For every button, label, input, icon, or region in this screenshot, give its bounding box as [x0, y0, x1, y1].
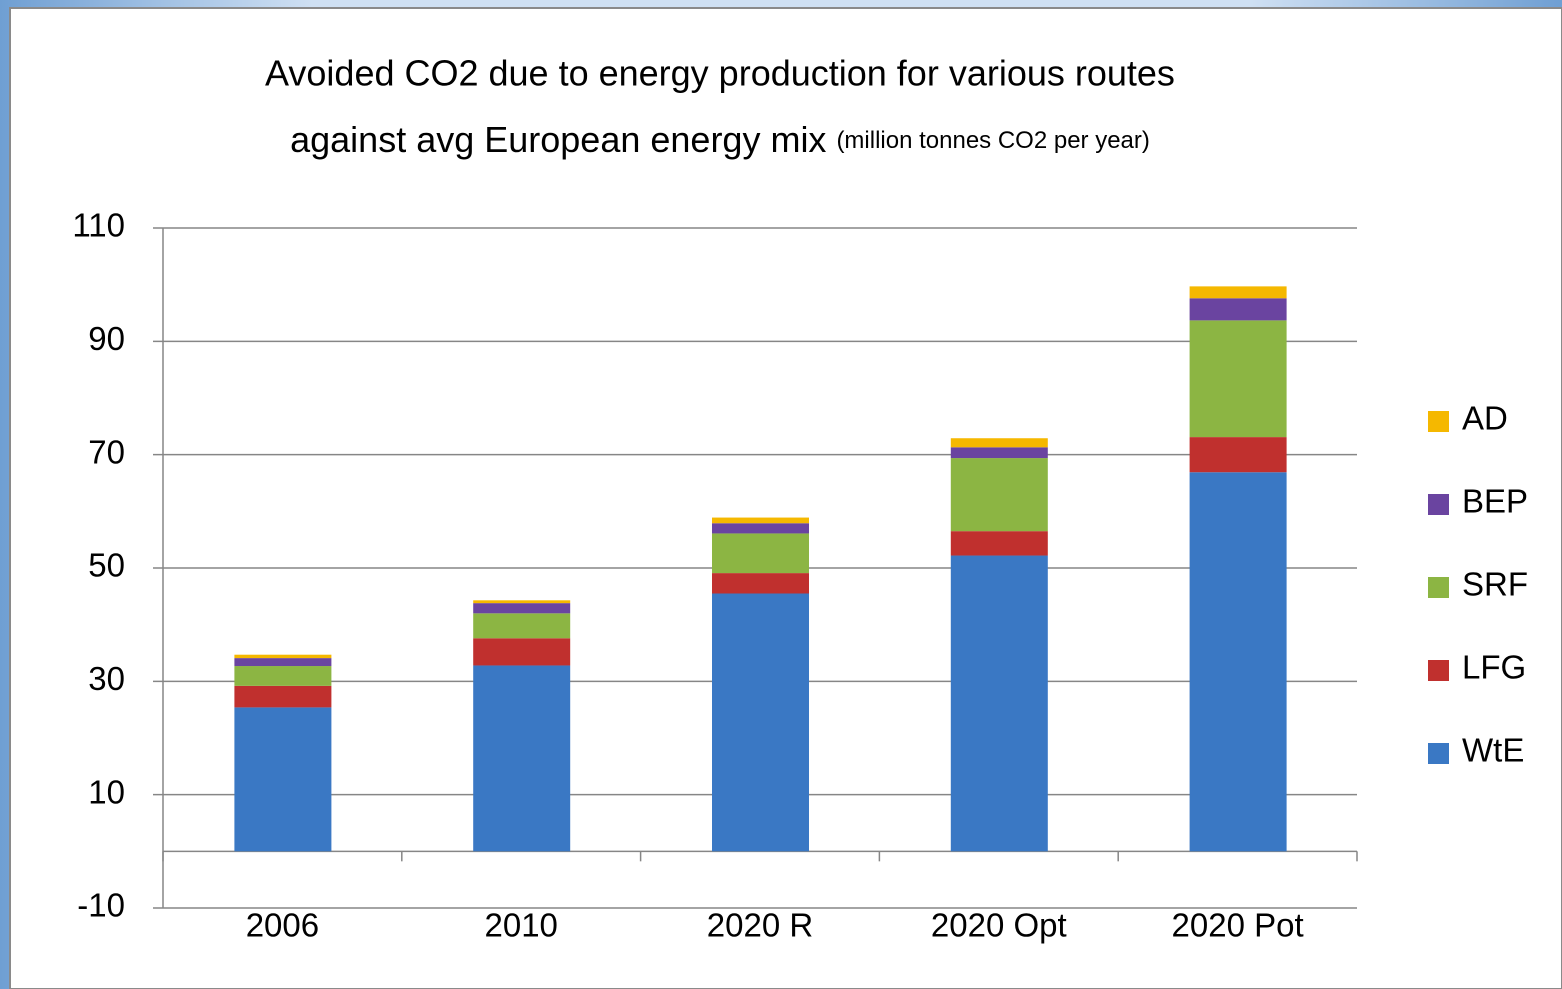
y-tick-label: 30 — [88, 660, 125, 697]
legend-label: BEP — [1462, 483, 1528, 520]
bar-segment — [712, 517, 809, 524]
bar-segment — [1189, 320, 1287, 438]
y-tick-label: 50 — [88, 547, 125, 584]
legend-label: SRF — [1462, 566, 1528, 603]
x-tick-label: 2010 — [484, 907, 557, 944]
bar-segment — [1189, 472, 1287, 852]
bar-segment — [712, 573, 809, 594]
bar-segment — [234, 654, 332, 659]
bar-segment — [473, 600, 571, 604]
bar-segment — [1189, 437, 1287, 473]
legend-swatch — [1428, 411, 1449, 432]
x-tick-label: 2020 Pot — [1172, 907, 1304, 944]
bar-segment — [1189, 298, 1287, 321]
bar-segment — [712, 593, 809, 852]
bar-segment — [950, 438, 1048, 448]
legend-swatch — [1428, 743, 1449, 764]
legend-label: AD — [1462, 400, 1508, 437]
chart-title: Avoided CO2 due to energy production for… — [265, 53, 1175, 94]
chart-title-line: against avg European energy mix (million … — [290, 119, 1150, 160]
chart-subtitle: (million tonnes CO2 per year) — [836, 127, 1149, 154]
bar-segment — [712, 523, 809, 534]
bar-segment — [950, 458, 1048, 532]
bar-segment — [473, 603, 571, 614]
bar-segment — [950, 447, 1048, 459]
y-tick-label: 110 — [72, 207, 125, 244]
y-tick-label: 70 — [88, 433, 125, 470]
bar-segment — [234, 685, 332, 708]
bar-segment — [950, 531, 1048, 556]
x-tick-label: 2006 — [246, 907, 319, 944]
chart-title: against avg European energy mix — [290, 119, 826, 160]
y-tick-label: 90 — [88, 320, 125, 357]
legend-label: LFG — [1462, 649, 1526, 686]
legend-swatch — [1428, 494, 1449, 515]
bar-segment — [234, 707, 332, 852]
x-tick-label: 2020 Opt — [931, 907, 1067, 944]
legend-swatch — [1428, 577, 1449, 598]
bar-segment — [473, 613, 571, 639]
bar-segment — [234, 666, 332, 686]
y-tick-label: -10 — [77, 887, 125, 924]
x-tick-label: 2020 R — [707, 907, 813, 944]
y-tick-label: 10 — [88, 773, 125, 810]
bar-segment — [1189, 286, 1287, 299]
bar-segment — [473, 665, 571, 852]
legend-swatch — [1428, 660, 1449, 681]
legend-label: WtE — [1462, 732, 1524, 769]
bar-segment — [712, 533, 809, 574]
bar-segment — [473, 638, 571, 666]
bar-segment — [950, 555, 1048, 852]
bar-segment — [234, 658, 332, 667]
